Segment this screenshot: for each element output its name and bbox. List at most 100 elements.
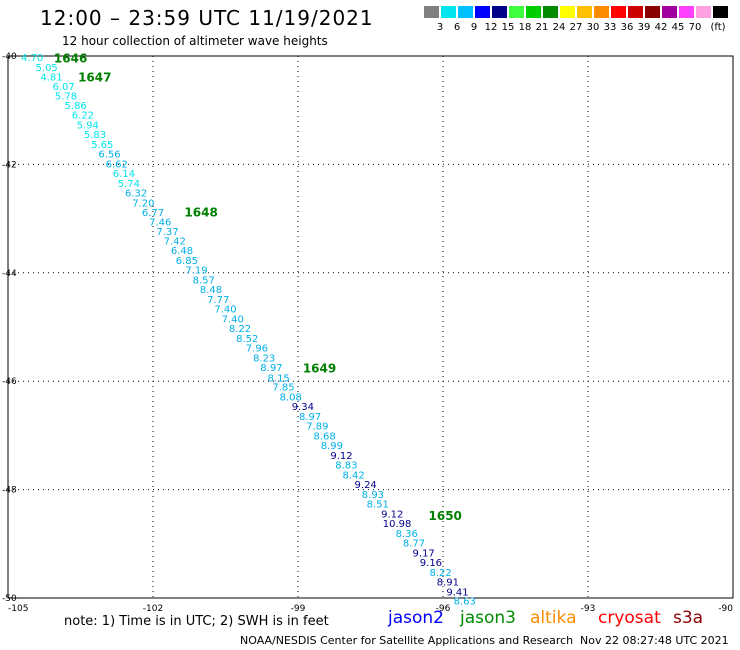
wave-height-value: 7.40 [214,305,236,316]
wave-height-value: 7.46 [149,217,171,228]
legend-altika: altika [530,608,577,628]
wave-height-value: 10.98 [383,519,412,530]
wave-height-value: 5.78 [55,92,77,103]
wave-height-value: 6.14 [113,169,135,180]
wave-height-value: 8.15 [268,373,290,384]
scale-swatch [644,5,661,19]
scale-swatch [593,5,610,19]
wave-height-value: 7.20 [132,198,154,209]
pass-time-label: 1647 [78,71,111,85]
wave-height-value: 4.70 [21,53,43,64]
wave-height-value: 5.83 [84,130,106,141]
wave-height-value: 8.91 [437,578,459,589]
pass-time-label: 1646 [54,52,87,66]
wave-height-value: 6.62 [106,159,128,170]
wave-height-value: 7.85 [272,383,294,394]
wave-height-value: 7.42 [164,236,186,247]
y-tick-label: -44 [2,269,17,279]
wave-height-value: 6.77 [142,208,164,219]
wave-height-value: 8.22 [229,324,251,335]
x-tick-label: -93 [581,604,596,614]
wave-height-value: 8.68 [313,431,335,442]
scale-swatch [474,5,491,19]
wave-height-value: 8.22 [429,568,451,579]
footnote: note: 1) Time is in UTC; 2) SWH is in fe… [64,614,329,629]
wave-height-value: 5.74 [118,179,140,190]
scale-label: 21 [535,22,549,33]
wave-height-value: 8.93 [362,490,384,501]
pass-time-label: 1650 [429,509,462,523]
wave-height-value: 9.12 [330,451,352,462]
wave-height-value: 7.89 [306,422,328,433]
wave-height-value: 9.41 [446,587,468,598]
scale-label: 45 [671,22,685,33]
wave-height-value: 7.40 [222,314,244,325]
wave-height-value: 9.12 [381,509,403,520]
wave-height-value: 9.24 [355,480,377,491]
legend-jason3: jason3 [460,608,516,628]
wave-height-value: 7.19 [185,266,207,277]
wave-height-value: 8.57 [193,275,215,286]
wave-height-value: 4.81 [40,73,62,84]
wave-height-value: 8.77 [403,539,425,550]
x-tick-label: -90 [718,604,733,614]
wave-height-value: 8.97 [260,363,282,374]
wave-height-value: 8.23 [253,353,275,364]
scale-swatch [627,5,644,19]
credit-line: NOAA/NESDIS Center for Satellite Applica… [240,634,574,647]
scale-swatch [423,5,440,19]
wave-height-value: 5.65 [91,140,113,151]
color-scale-bar [423,5,729,19]
wave-height-value: 8.83 [335,461,357,472]
x-tick-label: -96 [436,604,451,614]
wave-height-value: 8.63 [454,597,476,608]
x-tick-label: -99 [291,604,306,614]
scale-label: 30 [586,22,600,33]
wave-height-value: 6.48 [171,246,193,257]
chart-title: 12:00 – 23:59 UTC 11/19/2021 [40,6,374,30]
y-tick-label: -40 [2,52,17,62]
y-tick-label: -46 [2,377,17,387]
scale-label: (ft) [710,22,726,33]
legend-s3a: s3a [673,608,704,628]
wave-height-value: 6.32 [125,189,147,200]
scale-swatch [525,5,542,19]
wave-height-value: 5.86 [65,101,87,112]
scale-swatch [542,5,559,19]
scale-swatch [712,5,729,19]
pass-time-label: 1648 [184,206,217,220]
scale-swatch [610,5,627,19]
scale-label: 33 [603,22,617,33]
wave-height-value: 6.56 [98,150,120,161]
scale-label: 15 [501,22,515,33]
wave-height-value: 7.77 [207,295,229,306]
wave-height-value: 9.17 [413,548,435,559]
wave-height-value: 6.07 [52,82,74,93]
plot-frame [7,55,734,599]
y-tick-label: -50 [2,594,17,604]
wave-height-value: 6.22 [72,111,94,122]
scale-swatch [457,5,474,19]
wave-height-value: 9.16 [420,558,442,569]
y-tick-label: -42 [2,160,17,170]
scale-label: 39 [637,22,651,33]
wave-height-value: 5.05 [36,63,58,74]
scale-swatch [440,5,457,19]
y-tick-label: -48 [2,486,17,496]
wave-height-value: 9.34 [292,402,314,413]
scale-label: 18 [518,22,532,33]
scale-label: 42 [654,22,668,33]
wave-height-value: 8.99 [321,441,343,452]
scale-label: 36 [620,22,634,33]
wave-height-value: 8.51 [367,500,389,511]
scale-swatch [678,5,695,19]
scale-swatch [661,5,678,19]
wave-height-value: 8.97 [299,412,321,423]
wave-height-value: 8.48 [200,285,222,296]
wave-height-value: 7.37 [156,227,178,238]
legend-cryosat: cryosat [598,608,661,628]
scale-label: 27 [569,22,583,33]
legend-jason2: jason2 [388,608,444,628]
